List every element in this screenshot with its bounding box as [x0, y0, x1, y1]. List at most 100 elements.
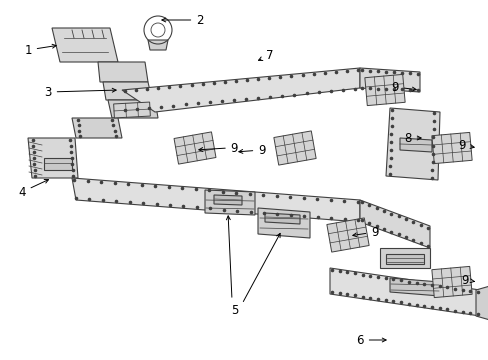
Polygon shape	[273, 131, 316, 165]
Point	[76, 133, 84, 139]
Point	[428, 151, 436, 157]
Point	[340, 216, 348, 222]
Text: 8: 8	[404, 131, 420, 144]
Point	[401, 216, 409, 222]
Point	[427, 167, 435, 173]
Polygon shape	[326, 218, 368, 252]
Point	[394, 231, 402, 237]
Text: 6: 6	[356, 333, 386, 346]
Point	[435, 305, 443, 311]
Polygon shape	[148, 40, 168, 50]
Polygon shape	[364, 75, 405, 105]
Point	[112, 198, 120, 204]
Point	[353, 199, 361, 205]
Point	[381, 69, 389, 75]
Point	[309, 71, 317, 77]
Point	[75, 128, 83, 134]
Text: 1: 1	[24, 44, 56, 57]
Point	[218, 98, 225, 104]
Point	[335, 290, 343, 296]
Point	[299, 195, 307, 201]
Point	[366, 295, 374, 301]
Point	[30, 149, 38, 155]
Point	[181, 102, 189, 107]
Point	[326, 88, 334, 94]
Point	[427, 282, 435, 288]
Point	[70, 177, 78, 183]
Point	[427, 304, 435, 310]
Point	[435, 283, 443, 289]
Polygon shape	[359, 200, 429, 248]
Point	[143, 86, 151, 92]
Point	[458, 287, 466, 293]
Polygon shape	[385, 108, 439, 180]
Point	[443, 284, 450, 290]
Polygon shape	[329, 268, 479, 316]
Point	[357, 67, 365, 73]
Point	[373, 296, 381, 302]
Point	[338, 87, 346, 93]
Point	[358, 294, 366, 300]
Point	[165, 84, 173, 90]
Point	[420, 281, 427, 287]
Point	[145, 105, 153, 111]
Point	[164, 184, 172, 190]
Point	[205, 99, 213, 105]
Point	[386, 131, 394, 137]
Point	[31, 167, 39, 173]
Point	[423, 243, 431, 249]
Point	[138, 183, 145, 188]
Point	[193, 100, 201, 106]
Point	[205, 188, 213, 193]
Point	[350, 293, 358, 298]
Point	[404, 301, 412, 306]
Point	[286, 194, 294, 200]
Point	[176, 83, 184, 89]
Polygon shape	[98, 62, 148, 82]
Point	[31, 173, 39, 179]
Text: 5: 5	[231, 303, 238, 316]
Point	[423, 225, 431, 231]
Point	[381, 275, 389, 281]
Point	[389, 86, 397, 92]
Point	[69, 173, 77, 179]
Point	[233, 208, 241, 213]
Point	[169, 103, 177, 108]
Text: 7: 7	[258, 49, 273, 62]
Text: 9: 9	[460, 274, 473, 287]
Point	[112, 133, 120, 139]
Point	[272, 193, 280, 199]
Point	[29, 143, 37, 149]
Point	[152, 201, 160, 207]
Point	[372, 205, 380, 211]
Point	[365, 202, 372, 208]
Text: 9: 9	[229, 141, 237, 154]
Point	[198, 81, 206, 87]
Point	[219, 189, 226, 194]
Point	[219, 207, 227, 212]
Point	[313, 214, 321, 220]
Point	[408, 237, 416, 243]
Text: 9: 9	[390, 81, 415, 94]
Point	[187, 82, 195, 88]
Point	[232, 190, 240, 195]
Point	[396, 300, 404, 305]
Point	[298, 72, 306, 78]
Point	[326, 215, 334, 221]
Point	[458, 309, 466, 315]
Point	[121, 107, 129, 113]
Text: 4: 4	[18, 180, 48, 198]
Polygon shape	[28, 138, 78, 178]
Point	[191, 186, 199, 192]
Point	[66, 143, 74, 149]
Point	[178, 185, 186, 191]
Point	[154, 85, 162, 91]
Polygon shape	[122, 68, 359, 112]
Point	[133, 106, 141, 112]
Point	[99, 197, 106, 203]
Point	[229, 97, 237, 103]
Point	[429, 110, 437, 116]
Point	[394, 213, 402, 219]
Point	[386, 229, 394, 234]
Point	[68, 167, 76, 173]
